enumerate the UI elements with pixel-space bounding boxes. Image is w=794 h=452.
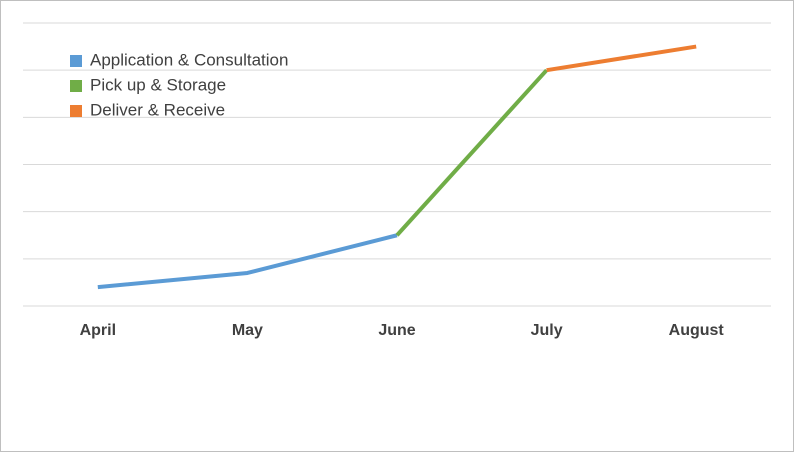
legend-marker [70,80,82,92]
legend-marker [70,55,82,67]
legend-label: Application & Consultation [90,50,288,69]
x-tick-label: August [669,322,725,339]
legend-label: Pick up & Storage [90,75,226,94]
legend-marker [70,105,82,117]
x-tick-label: July [531,322,563,339]
x-tick-label: June [378,322,415,339]
series-line [97,233,398,290]
x-tick-label: May [232,322,263,339]
x-tick-label: April [80,322,116,339]
series-line [546,44,697,73]
legend-label: Deliver & Receive [90,100,225,119]
series-line [395,68,549,237]
